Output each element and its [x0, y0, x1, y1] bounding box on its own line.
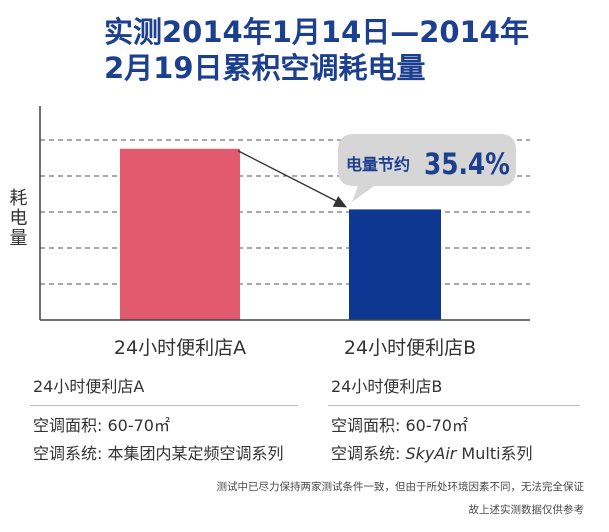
- footnote-line2: 故上述实测数据仅供参考: [468, 504, 585, 516]
- arrow-head: [332, 196, 347, 208]
- bar-chart: 耗电量 24小时便利店A 24小时便利店B 电量节约 35.4%: [7, 106, 530, 359]
- bar-store-b: [349, 209, 441, 320]
- chart-title-line2: 2月19日累积空调耗电量: [104, 51, 426, 85]
- store-b-system-label: 空调系统:: [331, 444, 406, 463]
- store-a-divider: [30, 405, 298, 406]
- store-b-header: 24小时便利店B: [331, 377, 443, 396]
- callout-bubble: [338, 134, 516, 202]
- y-axis-label: 耗电量: [7, 188, 28, 248]
- store-a-header: 24小时便利店A: [33, 377, 145, 396]
- chart-title-line1: 实测2014年1月14日—2014年: [104, 15, 529, 49]
- chart-title: 实测2014年1月14日—2014年 2月19日累积空调耗电量: [104, 14, 584, 86]
- store-b-system-brand: SkyAir: [405, 444, 457, 463]
- store-a-area: 空调面积: 60-70㎡: [33, 416, 170, 435]
- comparison-arrow: [237, 150, 347, 208]
- bars: [120, 148, 441, 320]
- category-label: 24小时便利店A: [114, 337, 246, 359]
- callout-value: 35.4%: [424, 147, 510, 181]
- bar-store-a: [120, 148, 240, 320]
- footnote-line1: 测试中已尽力保持两家测试条件一致，但由于所处环境因素不同，无法完全保证: [216, 481, 585, 493]
- store-a-system-label: 空调系统:: [33, 444, 108, 463]
- store-b-area: 空调面积: 60-70㎡: [331, 416, 468, 435]
- store-a-system: 空调系统: 本集团内某定频空调系列: [33, 444, 284, 464]
- store-b-divider: [328, 405, 580, 406]
- store-b-system-value: Multi系列: [456, 444, 533, 463]
- arrow-line: [237, 150, 340, 204]
- savings-callout: 电量节约 35.4%: [338, 134, 516, 202]
- category-label: 24小时便利店B: [344, 337, 476, 359]
- callout-label: 电量节约: [346, 155, 410, 174]
- store-a-system-value: 本集团内某定频空调系列: [107, 444, 284, 463]
- category-labels: 24小时便利店A 24小时便利店B: [114, 337, 476, 359]
- store-b-system: 空调系统: SkyAir Multi系列: [331, 444, 533, 464]
